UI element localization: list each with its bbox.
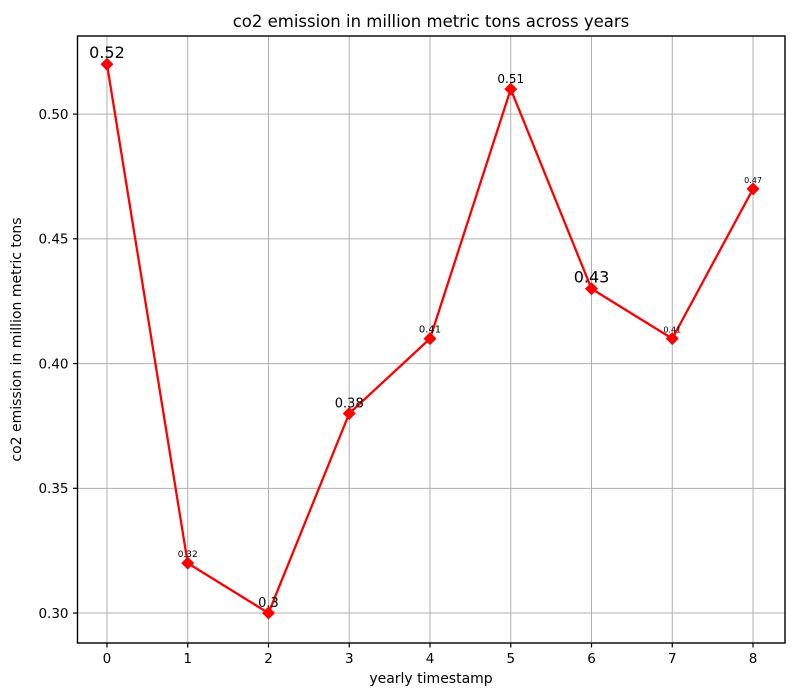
x-tick-label: 3 <box>345 651 354 667</box>
point-label: 0.52 <box>89 43 125 62</box>
y-tick-label: 0.45 <box>38 232 68 248</box>
x-tick-label: 6 <box>587 651 596 667</box>
point-label: 0.51 <box>497 72 524 86</box>
series-layer <box>100 57 760 620</box>
point-label: 0.41 <box>663 326 681 335</box>
x-tick-label: 7 <box>668 651 677 667</box>
point-label: 0.41 <box>419 325 441 336</box>
point-label: 0.3 <box>258 596 279 611</box>
data-point-marker <box>665 332 679 346</box>
data-point-marker <box>181 556 195 570</box>
y-tick-label: 0.30 <box>38 606 68 622</box>
data-point-marker <box>100 57 114 71</box>
plot-border <box>76 35 786 644</box>
x-tick-label: 8 <box>749 651 758 667</box>
data-point-marker <box>342 406 356 420</box>
y-tick-label: 0.35 <box>38 481 68 497</box>
point-label: 0.38 <box>335 396 364 411</box>
data-point-marker <box>261 606 275 620</box>
x-tick-label: 0 <box>103 651 112 667</box>
x-tick-label: 5 <box>506 651 515 667</box>
y-tick-label: 0.40 <box>38 356 68 372</box>
x-tick-label: 1 <box>183 651 192 667</box>
x-tick-label: 4 <box>426 651 435 667</box>
point-label: 0.47 <box>744 176 762 185</box>
point-label: 0.32 <box>178 550 198 560</box>
chart-title: co2 emission in million metric tons acro… <box>233 12 630 31</box>
x-axis-label: yearly timestamp <box>369 671 492 687</box>
data-point-marker <box>746 182 760 196</box>
x-tick-label: 2 <box>264 651 273 667</box>
point-label: 0.43 <box>574 268 610 287</box>
y-axis-label: co2 emission in million metric tons <box>9 217 25 461</box>
point-label-layer: 0.52 0.32 0.3 0.38 0.41 0.51 0.43 0.41 0.47 <box>89 43 762 611</box>
data-point-marker <box>423 332 437 346</box>
data-point-marker <box>585 282 599 296</box>
data-point-marker <box>504 82 518 96</box>
y-tick-label: 0.50 <box>38 107 68 123</box>
axes-layer: 0 1 2 3 4 5 6 7 8 0.30 0.35 0.40 0.45 0.50 <box>38 35 786 667</box>
